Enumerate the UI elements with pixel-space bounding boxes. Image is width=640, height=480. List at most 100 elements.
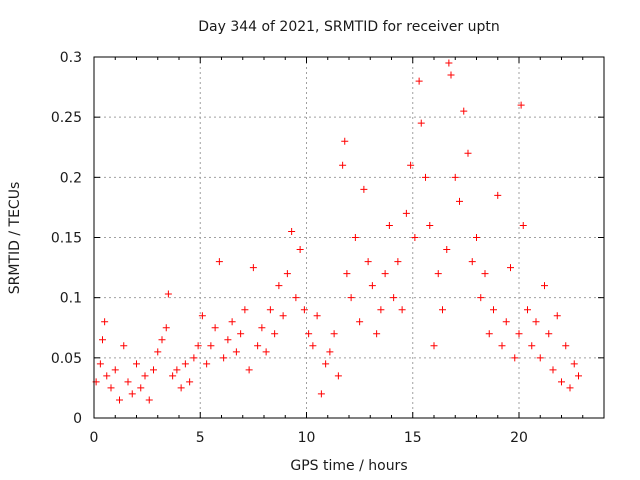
data-point xyxy=(481,270,489,278)
data-point xyxy=(141,372,149,380)
data-point xyxy=(288,227,296,235)
data-point xyxy=(103,372,111,380)
data-point xyxy=(351,234,359,241)
data-point xyxy=(292,294,300,302)
data-point xyxy=(381,270,389,278)
data-point xyxy=(434,270,442,278)
data-point xyxy=(228,318,236,326)
data-point xyxy=(485,330,493,338)
data-point xyxy=(558,378,565,386)
tick-layer: 0 5 10 15 20 0 0.05 0.1 0.15 0.2 0.25 0.3 xyxy=(51,50,605,446)
data-point xyxy=(101,318,109,326)
data-point xyxy=(430,342,438,350)
data-point xyxy=(262,348,270,356)
data-point xyxy=(111,366,119,374)
y-tick-label: 0.3 xyxy=(60,50,82,66)
x-tick-label: 15 xyxy=(404,430,422,446)
data-point xyxy=(407,161,415,169)
data-point xyxy=(162,324,170,332)
data-point xyxy=(232,348,240,356)
data-point xyxy=(203,360,211,368)
data-point xyxy=(275,282,283,290)
data-point xyxy=(473,234,480,241)
data-point xyxy=(99,336,106,344)
data-point xyxy=(426,221,434,229)
data-point xyxy=(347,294,355,302)
chart-title: Day 344 of 2021, SRMTID for receiver upt… xyxy=(198,19,500,35)
data-point xyxy=(562,342,570,350)
data-point xyxy=(494,191,502,199)
plot-frame xyxy=(93,56,605,419)
x-tick-label: 20 xyxy=(510,430,528,446)
y-tick-label: 0.05 xyxy=(51,351,82,367)
grid-layer xyxy=(94,57,604,418)
data-point xyxy=(545,330,553,338)
data-point xyxy=(541,282,548,290)
x-axis-label: GPS time / hours xyxy=(290,458,407,474)
data-point xyxy=(150,366,157,374)
data-point xyxy=(309,342,317,350)
data-point xyxy=(266,306,274,314)
data-point xyxy=(145,396,153,404)
data-point xyxy=(356,318,364,326)
data-point xyxy=(490,306,497,314)
data-point xyxy=(422,173,429,181)
data-point xyxy=(300,306,308,314)
data-point xyxy=(456,197,463,205)
data-point xyxy=(317,390,325,398)
data-point xyxy=(343,270,351,278)
y-axis-label: SRMTID / TECUs xyxy=(7,182,23,295)
data-point xyxy=(194,342,202,350)
data-point xyxy=(181,360,189,368)
x-tick-label: 0 xyxy=(90,430,99,446)
data-point xyxy=(519,221,527,229)
data-point xyxy=(549,366,557,374)
data-point xyxy=(154,348,162,356)
data-point xyxy=(120,342,128,350)
data-point xyxy=(502,318,510,326)
data-point xyxy=(169,372,177,380)
data-point xyxy=(96,360,104,368)
data-point xyxy=(220,354,228,362)
data-point xyxy=(305,330,313,338)
data-point xyxy=(334,372,342,380)
x-tick-label: 10 xyxy=(298,430,316,446)
data-point xyxy=(279,312,287,320)
data-point xyxy=(237,330,245,338)
data-point xyxy=(186,378,194,386)
data-point xyxy=(528,342,536,350)
data-point xyxy=(116,396,123,404)
data-point xyxy=(158,336,166,344)
data-point xyxy=(207,342,215,350)
data-point xyxy=(124,378,132,386)
data-point xyxy=(385,221,393,229)
data-point xyxy=(313,312,321,320)
data-point xyxy=(164,290,172,298)
data-point xyxy=(515,330,523,338)
data-point xyxy=(524,306,531,314)
data-point xyxy=(137,384,145,392)
data-point xyxy=(254,342,262,350)
data-point xyxy=(364,258,372,266)
data-point xyxy=(566,384,574,392)
data-point xyxy=(443,246,451,254)
data-point xyxy=(536,354,544,362)
data-point xyxy=(402,209,410,217)
data-point xyxy=(553,312,561,320)
data-point xyxy=(460,107,468,115)
data-point xyxy=(398,306,406,314)
points-layer xyxy=(92,59,582,404)
data-point xyxy=(339,161,347,169)
y-tick-label: 0.25 xyxy=(51,110,82,126)
y-tick-label: 0 xyxy=(73,411,82,427)
data-point xyxy=(570,360,578,368)
x-tick-label: 5 xyxy=(196,430,205,446)
data-point xyxy=(368,282,376,290)
data-point xyxy=(377,306,385,314)
data-point xyxy=(107,384,115,392)
data-point xyxy=(394,258,402,266)
data-point xyxy=(417,119,425,127)
data-point xyxy=(445,59,453,67)
data-point xyxy=(390,294,398,302)
data-point xyxy=(258,324,266,332)
